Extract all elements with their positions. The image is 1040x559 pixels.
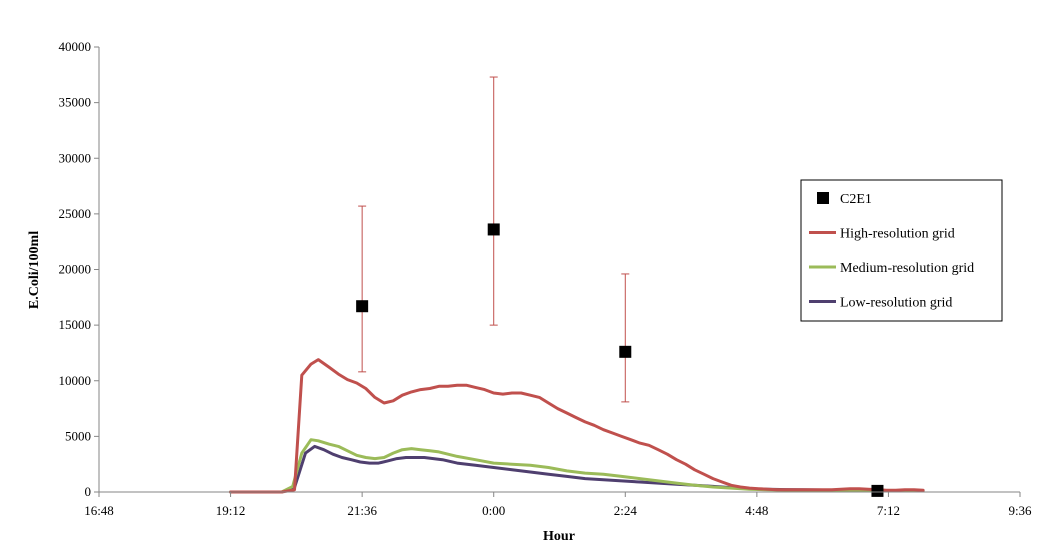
legend-label: Medium-resolution grid <box>840 261 974 276</box>
series-line-low-resolution-grid <box>229 444 925 494</box>
x-axis-title: Hour <box>543 529 575 544</box>
x-tick-label: 9:36 <box>1008 503 1032 518</box>
y-tick-label: 40000 <box>59 39 92 54</box>
legend-label: C2E1 <box>840 192 872 207</box>
y-axis-title: E.Coli/100ml <box>27 231 42 309</box>
x-tick-label: 16:48 <box>84 503 114 518</box>
x-axis: 16:48 19:12 21:36 0:00 2:24 4:48 7:12 9:36 <box>84 491 1032 518</box>
legend-box <box>800 179 1003 322</box>
legend-label: Low-resolution grid <box>840 296 952 311</box>
legend: C2E1 High-resolution grid Medium-resolutio… <box>800 179 1003 322</box>
x-tick-label: 4:48 <box>745 503 768 518</box>
y-tick-label: 25000 <box>59 206 92 221</box>
series-line-medium-resolution-grid <box>229 438 925 494</box>
x-tick-label: 19:12 <box>216 503 246 518</box>
legend-label: High-resolution grid <box>840 227 955 242</box>
series-line-high-resolution-grid <box>229 358 925 494</box>
x-tick-label: 2:24 <box>614 503 638 518</box>
y-tick-label: 20000 <box>59 262 92 277</box>
y-tick-label: 15000 <box>59 317 92 332</box>
y-tick-label: 0 <box>85 484 92 499</box>
legend-marker-square <box>817 192 829 204</box>
x-tick-label: 7:12 <box>877 503 900 518</box>
y-tick-label: 5000 <box>65 428 91 443</box>
y-tick-label: 30000 <box>59 150 92 165</box>
x-tick-label: 21:36 <box>347 503 377 518</box>
observation-point <box>487 223 500 236</box>
observation-point <box>356 300 369 313</box>
observation-point <box>871 484 884 497</box>
observation-point <box>619 345 632 358</box>
y-tick-label: 10000 <box>59 373 92 388</box>
x-tick-label: 0:00 <box>482 503 505 518</box>
y-tick-label: 35000 <box>59 95 92 110</box>
plot-area <box>229 76 925 497</box>
y-axis: 0 5000 10000 15000 20000 25000 30000 35000 40000 <box>59 39 100 499</box>
